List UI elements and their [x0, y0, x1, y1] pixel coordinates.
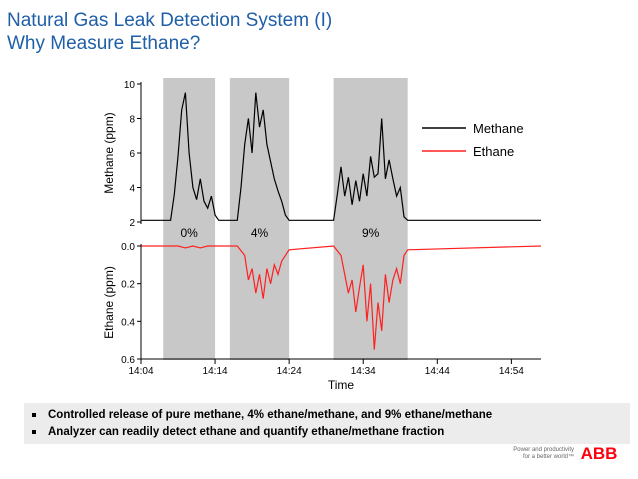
release-window-label: 0% [180, 226, 198, 240]
release-window-shade [229, 78, 290, 360]
bullet-item: Controlled release of pure methane, 4% e… [32, 406, 622, 423]
x-tick-label: 14:24 [277, 366, 302, 377]
x-tick-label: 14:54 [499, 366, 524, 377]
y-axis-title: Ethane (ppm) [102, 266, 116, 339]
bullet-square-icon [32, 412, 36, 417]
y-axis-title: Methane (ppm) [102, 112, 116, 193]
x-tick-label: 14:04 [128, 366, 153, 377]
release-window-label: 9% [362, 226, 380, 240]
release-window-shade [163, 78, 216, 360]
y-tick-label: 2 [129, 218, 135, 229]
ethane-series-line [141, 245, 542, 350]
abb-logo: ABB [581, 444, 618, 462]
bullet-text: Controlled release of pure methane, 4% e… [48, 408, 493, 421]
slide-title: Natural Gas Leak Detection System (I) [7, 10, 333, 31]
methane-series-line [141, 92, 541, 221]
footer-tagline: Power and productivity for a better worl… [510, 447, 574, 461]
bullet-list: Controlled release of pure methane, 4% e… [24, 403, 630, 444]
legend-label-methane: Methane [473, 121, 524, 136]
release-window-shade [333, 78, 408, 360]
y-tick-label: 6 [129, 149, 135, 160]
abb-logo-text: ABB [581, 444, 618, 462]
x-tick-label: 14:34 [351, 366, 376, 377]
bullet-item: Analyzer can readily detect ethane and q… [32, 423, 622, 440]
y-tick-label: 10 [124, 80, 136, 91]
y-tick-label: 0.6 [121, 355, 135, 366]
footer-tagline-line: for a better world™ [522, 454, 574, 460]
legend-label-ethane: Ethane [473, 144, 514, 159]
y-tick-label: 4 [129, 184, 135, 195]
slide-subtitle: Why Measure Ethane? [7, 33, 201, 54]
bullet-text: Analyzer can readily detect ethane and q… [48, 425, 445, 438]
release-window-label: 4% [251, 226, 269, 240]
y-tick-label: 0.4 [121, 317, 135, 328]
gas-detection-chart: 2 4 6 8 10 Methane (ppm) 0.0 0.2 0.4 0.6 Ethane (p… [102, 78, 542, 392]
y-tick-label: 0.2 [121, 280, 135, 291]
x-tick-label: 14:44 [425, 366, 450, 377]
x-tick-label: 14:14 [203, 366, 228, 377]
y-tick-label: 8 [129, 115, 135, 126]
x-axis-title: Time [328, 378, 355, 392]
footer-tagline-line: Power and productivity [513, 447, 574, 453]
bullet-square-icon [32, 429, 36, 434]
y-tick-label: 0.0 [121, 242, 135, 253]
